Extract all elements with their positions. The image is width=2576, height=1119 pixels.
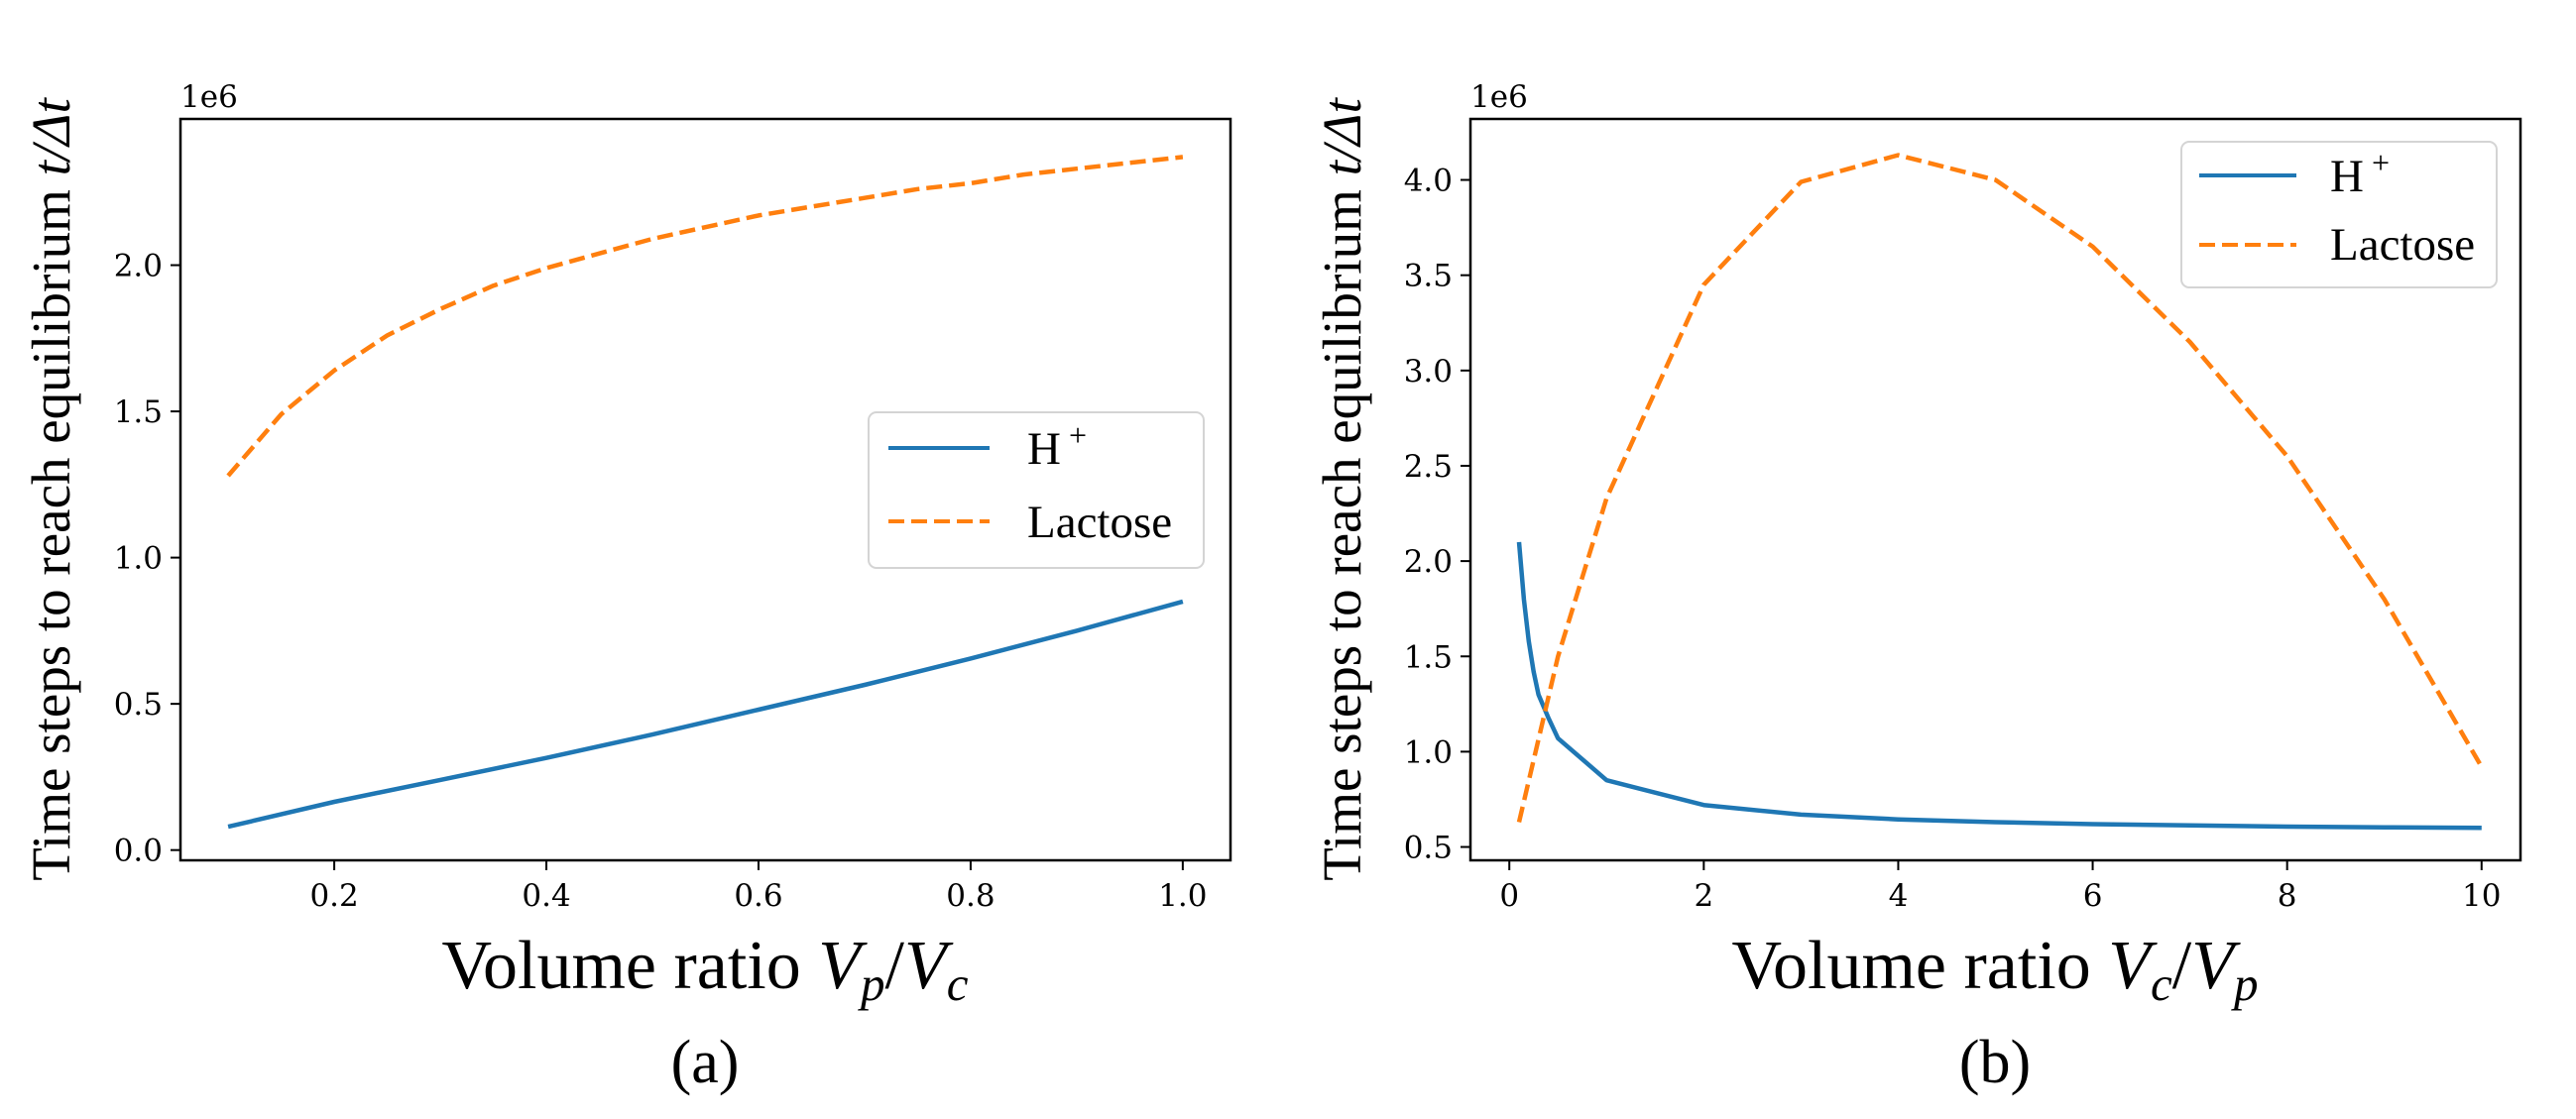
y-scale-label-b: 1e6: [1470, 79, 1528, 115]
x-axis-var-b: V: [2108, 928, 2158, 1004]
y-axis-label-math-a: t/Δt: [21, 97, 81, 176]
x-tick-label-b: 8: [2278, 878, 2297, 914]
y-scale-label-a: 1e6: [180, 79, 238, 115]
legend-label-lactose-a: Lactose: [1027, 497, 1172, 548]
x-tick-label-b: 6: [2083, 878, 2103, 914]
y-tick-label-b: 1.5: [1404, 639, 1453, 675]
series-layer-b: [1516, 153, 2484, 831]
y-axis-label-b: Time steps to reach equilibrium t/Δt: [1312, 97, 1372, 881]
x-axis-slash-b: /: [2172, 928, 2192, 1004]
x-axis-var-a: V: [818, 928, 868, 1004]
x-tick-label-a: 1.0: [1158, 878, 1207, 914]
y-tick-label-b: 3.0: [1404, 354, 1453, 390]
x-tick-label-b: 2: [1694, 878, 1713, 914]
x-axis-var2-a: V: [904, 928, 954, 1004]
y-axis-label-math-b: t/Δt: [1312, 97, 1372, 176]
panel-caption-b: (b): [1959, 1029, 2031, 1096]
series-line-lactose-a: [226, 155, 1184, 478]
x-axis-label-a: Volume ratio Vp/Vc: [441, 928, 968, 1011]
legend-box-a: [868, 411, 1205, 569]
y-tick-label-b: 4.0: [1404, 164, 1453, 199]
ticks-layer-b: 0 2 4 6 8 10 0.5 1.0 1.5 2.0 2.5 3.0 3.5 4.0: [1404, 164, 2502, 914]
y-tick-label-a: 1.0: [114, 541, 163, 577]
legend-label-h-b: H +: [2330, 145, 2390, 202]
x-axis-sub-a: p: [858, 956, 885, 1011]
legend-a: H + Lactose: [868, 411, 1205, 569]
x-axis-label-b: Volume ratio Vc/Vp: [1731, 928, 2258, 1011]
x-axis-label-text-b: Volume ratio: [1731, 928, 2090, 1004]
y-tick-label-b: 3.5: [1404, 259, 1453, 294]
ticks-layer-a: 0.2 0.4 0.6 0.8 1.0 0.0 0.5 1.0 1.5 2.0: [114, 249, 1208, 914]
series-line-h-b: [1516, 541, 2482, 831]
x-axis-label-text-a: Volume ratio: [441, 928, 800, 1004]
legend-sup-h-a: +: [1069, 417, 1087, 453]
x-tick-label-a: 0.4: [522, 878, 570, 914]
x-tick-label-b: 10: [2462, 878, 2501, 914]
x-axis-slash-a: /: [885, 928, 905, 1004]
y-tick-label-a: 0.5: [114, 687, 163, 723]
y-tick-label-a: 2.0: [114, 249, 163, 284]
plot-frame-a: [178, 117, 1232, 862]
x-tick-label-b: 4: [1889, 878, 1909, 914]
y-tick-label-b: 0.5: [1404, 831, 1453, 866]
y-axis-label-text-a: Time steps to reach equilibrium: [21, 189, 81, 881]
legend-label-h-a: H +: [1027, 417, 1087, 475]
x-tick-label-a: 0.8: [946, 878, 995, 914]
legend-b: H + Lactose: [2180, 141, 2498, 288]
x-axis-sub-b: c: [2151, 956, 2172, 1011]
y-tick-label-b: 1.0: [1404, 734, 1453, 770]
legend-name-h-a: H: [1027, 423, 1061, 475]
x-tick-label-b: 0: [1499, 878, 1519, 914]
series-line-h-a: [227, 599, 1184, 830]
y-axis-label-a: Time steps to reach equilibrium t/Δt: [21, 97, 81, 881]
legend-sup-h-b: +: [2372, 145, 2390, 180]
series-line-lactose-b: [1516, 153, 2484, 824]
y-tick-label-a: 1.5: [114, 394, 163, 430]
panel-caption-a: (a): [671, 1029, 740, 1096]
chart-panel-b: 0 2 4 6 8 10 0.5 1.0 1.5 2.0 2.5 3.0 3.5 4.0 1e6 Time…: [1312, 79, 2522, 1096]
x-axis-sub2-a: c: [947, 956, 969, 1011]
x-axis-var2-b: V: [2191, 928, 2241, 1004]
legend-label-lactose-b: Lactose: [2330, 219, 2475, 271]
legend-name-h-b: H: [2330, 151, 2364, 202]
x-tick-label-a: 0.2: [309, 878, 358, 914]
plot-frame-b: [1468, 117, 2522, 862]
y-axis-label-text-b: Time steps to reach equilibrium: [1312, 189, 1372, 881]
legend-box-b: [2180, 141, 2498, 288]
y-tick-label-b: 2.0: [1404, 544, 1453, 580]
y-tick-label-b: 2.5: [1404, 449, 1453, 485]
series-layer-a: [226, 155, 1184, 830]
x-axis-sub2-b: p: [2231, 956, 2259, 1011]
chart-panel-a: 0.2 0.4 0.6 0.8 1.0 0.0 0.5 1.0 1.5 2.0 1e6 Time …: [21, 79, 1232, 1096]
y-tick-label-a: 0.0: [114, 834, 163, 869]
x-tick-label-a: 0.6: [734, 878, 782, 914]
